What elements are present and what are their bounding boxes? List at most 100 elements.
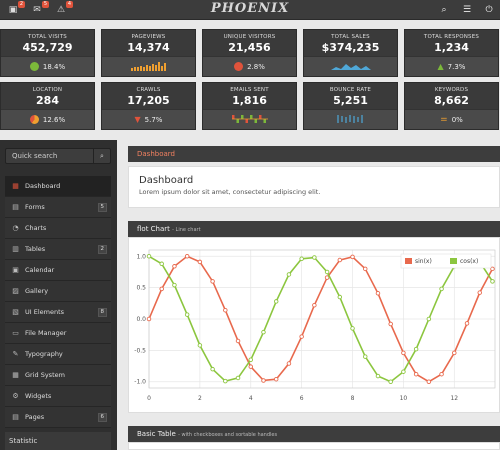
sidebar-item-ui-elements[interactable]: ▧ UI Elements 8 bbox=[5, 302, 111, 323]
tables-icon: ▥ bbox=[12, 245, 19, 253]
chart-panel-subtitle: - Line chart bbox=[172, 227, 201, 233]
stat-change: 2.8% bbox=[247, 62, 265, 71]
legend-label: cos(x) bbox=[460, 258, 478, 265]
search-icon[interactable]: ⌕ bbox=[441, 5, 447, 15]
stat-footer bbox=[203, 109, 296, 129]
data-point bbox=[324, 269, 330, 275]
table-panel-header: Basic Table - with checkboxes and sortab… bbox=[128, 426, 500, 442]
stat-label: CRAWLS bbox=[136, 87, 161, 93]
sidebar-item-count: 2 bbox=[97, 245, 107, 254]
stat-value: 14,374 bbox=[127, 41, 170, 54]
notifications-icon[interactable]: ⚠ 4 bbox=[56, 1, 73, 15]
data-point bbox=[362, 266, 368, 272]
data-point bbox=[146, 254, 152, 259]
breadcrumb[interactable]: Dashboard bbox=[128, 146, 500, 162]
sidebar-item-label: Dashboard bbox=[25, 182, 61, 190]
sidebar-item-typography[interactable]: ✎ Typography bbox=[5, 344, 111, 365]
data-point bbox=[184, 312, 190, 317]
y-tick-label: -1.0 bbox=[134, 379, 146, 386]
data-point bbox=[210, 366, 215, 372]
logout-icon[interactable]: ⏻ bbox=[485, 5, 493, 15]
sidebar-item-widgets[interactable]: ⚙ Widgets bbox=[5, 386, 111, 407]
sidebar-item-label: File Manager bbox=[25, 329, 67, 337]
data-point bbox=[197, 343, 203, 348]
inbox-icon[interactable]: ▣ 2 bbox=[8, 1, 25, 15]
sparkline-bar bbox=[140, 65, 142, 71]
sparkline-bar bbox=[137, 67, 139, 71]
sidebar-item-forms[interactable]: ▤ Forms 5 bbox=[5, 197, 111, 218]
calendar-icon: ▣ bbox=[12, 266, 19, 274]
legend-swatch bbox=[405, 258, 412, 264]
sidebar-item-gallery[interactable]: ▨ Gallery bbox=[5, 281, 111, 302]
sidebar-item-file-manager[interactable]: ▭ File Manager bbox=[5, 323, 111, 344]
sidebar-item-label: Widgets bbox=[25, 392, 52, 400]
top-bar: ▣ 2 ✉ 5 ⚠ 4 PHOENIX ⌕ ☰ ⏻ bbox=[0, 0, 500, 20]
sidebar-item-label: Forms bbox=[25, 203, 45, 211]
data-point bbox=[490, 279, 495, 284]
data-point bbox=[337, 257, 343, 263]
stat-card-pageviews: PAGEVIEWS 14,374 bbox=[101, 29, 196, 77]
search-input[interactable]: Quick search bbox=[12, 152, 58, 160]
sidebar-item-grid-system[interactable]: ▦ Grid System bbox=[5, 365, 111, 386]
chart-panel-header: flot Chart - Line chart bbox=[128, 221, 500, 237]
data-point bbox=[413, 346, 419, 352]
settings-icon[interactable]: ☰ bbox=[462, 5, 472, 15]
data-point bbox=[159, 286, 164, 292]
data-point bbox=[388, 321, 393, 327]
quick-search[interactable]: Quick search ⌕ bbox=[5, 148, 111, 164]
data-point bbox=[184, 254, 190, 259]
sparkline-candles bbox=[336, 114, 366, 126]
stat-label: TOTAL RESPONSES bbox=[423, 34, 480, 40]
trend-down-icon: ▼ bbox=[134, 115, 141, 124]
page-description: Lorem ipsum dolor sit amet, consectetur … bbox=[139, 188, 321, 196]
sparkline-bar bbox=[158, 62, 160, 71]
data-point bbox=[401, 350, 406, 356]
trend-up-icon: ▲ bbox=[437, 62, 444, 71]
sidebar-item-label: Pages bbox=[25, 413, 45, 421]
sparkline-bar bbox=[164, 62, 166, 71]
legend-label: sin(x) bbox=[415, 258, 432, 265]
data-point bbox=[261, 329, 266, 335]
dashboard-icon: ▦ bbox=[12, 182, 19, 190]
data-point bbox=[172, 282, 177, 288]
sidebar-item-tables[interactable]: ▥ Tables 2 bbox=[5, 239, 111, 260]
stat-card-keywords: KEYWORDS 8,662 = 0% bbox=[404, 82, 499, 130]
data-point bbox=[273, 376, 279, 382]
stat-card-emails-sent: EMAILS SENT 1,816 bbox=[202, 82, 297, 130]
sparkline-bars bbox=[131, 62, 166, 71]
data-point bbox=[464, 321, 470, 326]
data-point bbox=[172, 264, 177, 269]
gallery-icon: ▨ bbox=[12, 287, 19, 295]
data-point bbox=[146, 316, 152, 322]
data-point bbox=[477, 290, 482, 295]
search-icon[interactable]: ⌕ bbox=[93, 149, 110, 163]
sidebar-item-pages[interactable]: ▤ Pages 6 bbox=[5, 407, 111, 428]
sidebar-item-label: Charts bbox=[25, 224, 47, 232]
sparkline-area bbox=[330, 61, 371, 73]
sidebar: Quick search ⌕ ▦ Dashboard ▤ Forms 5 ◔ Charts ▥… bbox=[0, 140, 117, 450]
stat-value: 21,456 bbox=[228, 41, 271, 54]
dashboard-panel: Dashboard Lorem ipsum dolor sit amet, co… bbox=[128, 166, 500, 208]
messages-icon[interactable]: ✉ 5 bbox=[33, 1, 49, 15]
y-tick-label: 1.0 bbox=[136, 253, 146, 260]
stat-label: PAGEVIEWS bbox=[131, 34, 166, 40]
stat-change: 5.7% bbox=[144, 115, 163, 124]
stat-card-crawls: CRAWLS 17,205 ▼ 5.7% bbox=[101, 82, 196, 130]
data-point bbox=[312, 302, 317, 308]
y-tick-label: 0.5 bbox=[136, 285, 146, 292]
data-point bbox=[439, 371, 444, 377]
stat-footer: = 0% bbox=[405, 109, 498, 129]
data-point bbox=[159, 261, 164, 267]
stat-value: 8,662 bbox=[434, 94, 469, 107]
chart-legend bbox=[400, 253, 492, 269]
page-title: Dashboard bbox=[139, 175, 194, 186]
sidebar-item-dashboard[interactable]: ▦ Dashboard bbox=[5, 176, 111, 197]
sidebar-item-charts[interactable]: ◔ Charts bbox=[5, 218, 111, 239]
brand-logo: PHOENIX bbox=[210, 1, 290, 16]
statistic-header[interactable]: Statistic bbox=[5, 432, 111, 450]
sparkline-bar bbox=[146, 64, 148, 71]
pages-icon: ▤ bbox=[12, 413, 19, 421]
stat-label: UNIQUE VISITORS bbox=[223, 34, 276, 40]
sidebar-item-calendar[interactable]: ▣ Calendar bbox=[5, 260, 111, 281]
typography-icon: ✎ bbox=[12, 350, 19, 358]
